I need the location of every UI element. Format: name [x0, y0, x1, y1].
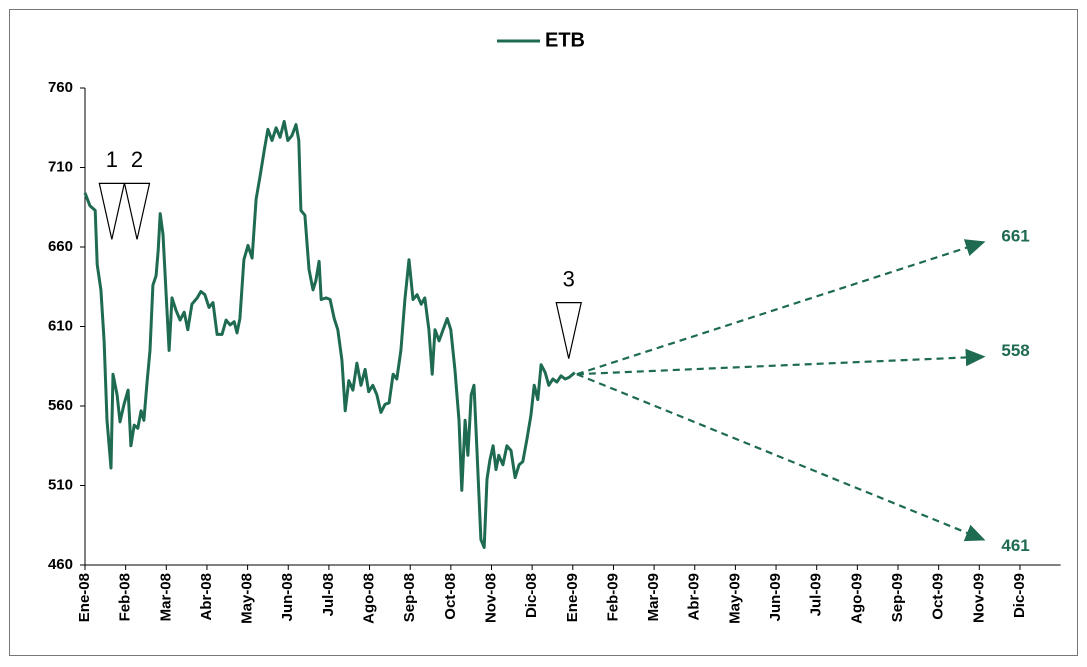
x-tick-label: Ene-09	[564, 573, 581, 622]
y-tick-label: 610	[48, 317, 73, 334]
event-marker	[98, 182, 126, 240]
x-tick-label: Nov-09	[970, 573, 987, 623]
x-tick-label: Feb-09	[604, 573, 621, 621]
x-tick-label: Dic-08	[523, 573, 540, 618]
x-tick-label: Oct-09	[930, 573, 947, 620]
y-tick-label: 760	[48, 79, 73, 96]
x-tick-label: Jul-09	[808, 573, 825, 616]
x-tick-label: Sep-09	[889, 573, 906, 622]
x-tick-label: May-09	[726, 573, 743, 624]
chart-border	[9, 9, 1078, 656]
y-tick-label: 560	[48, 397, 73, 414]
event-marker	[555, 302, 582, 359]
legend-label: ETB	[545, 29, 585, 51]
y-tick-label: 660	[48, 238, 73, 255]
projection-line	[576, 348, 986, 376]
y-tick-label: 510	[48, 476, 73, 493]
x-tick-label: Feb-08	[117, 573, 134, 621]
event-label: 2	[131, 147, 143, 172]
projection-label: 558	[1001, 341, 1029, 360]
x-tick-label: Dic-09	[1011, 573, 1028, 618]
x-tick-label: Jul-08	[320, 573, 337, 616]
projection-label: 461	[1001, 536, 1029, 555]
projection-label: 661	[1001, 227, 1029, 246]
x-tick-label: Abr-08	[198, 573, 215, 621]
x-tick-label: Nov-08	[482, 573, 499, 623]
event-label: 3	[563, 266, 575, 291]
x-tick-label: Sep-08	[401, 573, 418, 622]
x-tick-label: Ene-08	[76, 573, 93, 622]
x-tick-label: Mar-08	[157, 573, 174, 621]
projection-line	[576, 373, 986, 542]
x-tick-label: Ago-09	[848, 573, 865, 624]
x-tick-label: Mar-09	[645, 573, 662, 621]
y-tick-label: 460	[48, 556, 73, 573]
event-marker	[123, 182, 151, 240]
x-tick-label: Jun-08	[279, 573, 296, 621]
x-tick-label: Jun-09	[767, 573, 784, 621]
line-series	[83, 119, 576, 549]
y-tick-label: 710	[48, 158, 73, 175]
x-tick-label: Abr-09	[686, 573, 703, 621]
x-tick-label: May-08	[239, 573, 256, 624]
x-tick-label: Oct-08	[442, 573, 459, 620]
event-label: 1	[106, 147, 118, 172]
x-tick-label: Ago-08	[361, 573, 378, 624]
